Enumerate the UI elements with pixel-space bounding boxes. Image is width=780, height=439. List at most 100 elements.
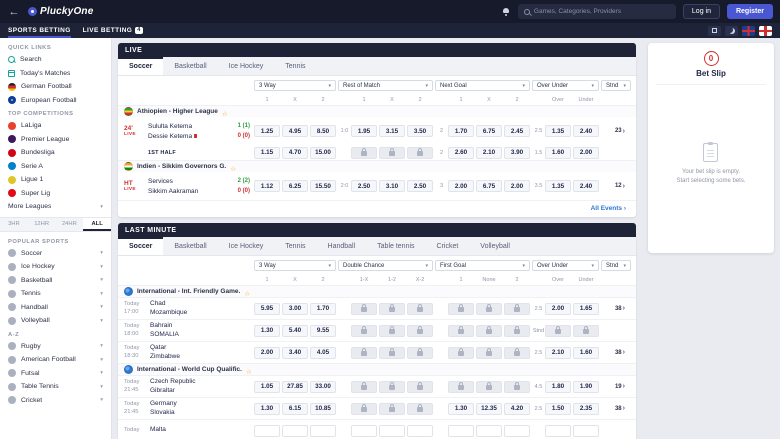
odds-button[interactable]: 1.60 xyxy=(545,147,571,159)
odds-button[interactable] xyxy=(504,425,530,437)
tab-soccer[interactable]: Soccer xyxy=(118,237,163,255)
sidebar-item-super-lig[interactable]: Super Lig xyxy=(0,187,111,201)
dark-mode-moon-icon[interactable] xyxy=(725,26,738,36)
sidebar-item-todays-matches[interactable]: Today's Matches xyxy=(0,67,111,81)
odds-button[interactable]: 10.85 xyxy=(310,403,336,415)
market-select-first-goal[interactable]: First Goal xyxy=(435,260,530,271)
tab-cricket[interactable]: Cricket xyxy=(426,237,470,255)
favorite-star-icon[interactable] xyxy=(244,283,250,301)
odds-button[interactable]: 2.40 xyxy=(573,180,599,192)
back-arrow-icon[interactable] xyxy=(7,6,21,18)
sidebar-item-table-tennis[interactable]: Table Tennis xyxy=(0,380,111,394)
odds-button[interactable]: 1.12 xyxy=(254,180,280,192)
odds-button[interactable] xyxy=(545,425,571,437)
sidebar-item-american-football[interactable]: American Football xyxy=(0,353,111,367)
more-markets-link[interactable]: 12 xyxy=(601,183,625,190)
favorite-star-icon[interactable] xyxy=(222,103,228,121)
filter-all[interactable]: ALL xyxy=(83,218,111,231)
odds-button[interactable]: 2.35 xyxy=(573,403,599,415)
tab-handball[interactable]: Handball xyxy=(317,237,367,255)
league-header[interactable]: International - Int. Friendly Game. xyxy=(118,285,636,297)
search-bar[interactable] xyxy=(518,4,676,19)
odds-button[interactable]: 3.90 xyxy=(504,147,530,159)
odds-button[interactable]: 1.05 xyxy=(254,381,280,393)
odds-button[interactable]: 9.55 xyxy=(310,325,336,337)
odds-button[interactable]: 4.70 xyxy=(282,147,308,159)
league-header[interactable]: International - World Cup Qualific. xyxy=(118,363,636,375)
odds-button[interactable]: 2.45 xyxy=(504,125,530,137)
sidebar-item-bundesliga[interactable]: Bundesliga xyxy=(0,146,111,160)
market-select-3way[interactable]: 3 Way xyxy=(254,260,336,271)
favorite-star-icon[interactable] xyxy=(230,158,236,176)
market-select-stnd[interactable]: Stnd xyxy=(601,260,631,271)
filter-3hr[interactable]: 3HR xyxy=(0,218,28,231)
market-select-over-under[interactable]: Over Under xyxy=(532,80,599,91)
odds-button[interactable]: 2.00 xyxy=(573,147,599,159)
odds-button[interactable]: 4.20 xyxy=(504,403,530,415)
odds-button[interactable]: 5.40 xyxy=(282,325,308,337)
odds-button[interactable]: 4.05 xyxy=(310,347,336,359)
odds-button[interactable]: 6.75 xyxy=(476,180,502,192)
odds-button[interactable]: 27.85 xyxy=(282,381,308,393)
odds-button[interactable]: 1.30 xyxy=(254,325,280,337)
match-teams[interactable]: Czech RepublicGibraltar xyxy=(150,378,254,396)
sidebar-item-volleyball[interactable]: Volleyball xyxy=(0,314,111,328)
odds-button[interactable]: 1.60 xyxy=(573,347,599,359)
odds-button[interactable]: 6.25 xyxy=(282,180,308,192)
tab-basketball[interactable]: Basketball xyxy=(163,57,217,75)
sidebar-item-cricket[interactable]: Cricket xyxy=(0,394,111,408)
odds-button[interactable]: 1.35 xyxy=(545,180,571,192)
odds-button[interactable]: 1.80 xyxy=(545,381,571,393)
odds-button[interactable]: 1.35 xyxy=(545,125,571,137)
tab-tennis[interactable]: Tennis xyxy=(274,57,316,75)
odds-button[interactable] xyxy=(282,425,308,437)
odds-button[interactable] xyxy=(448,425,474,437)
odds-button[interactable] xyxy=(379,425,405,437)
odds-button[interactable]: 1.70 xyxy=(310,303,336,315)
odds-button[interactable]: 1.50 xyxy=(545,403,571,415)
sidebar-item-rugby[interactable]: Rugby xyxy=(0,340,111,354)
market-select-double-chance[interactable]: Double Chance xyxy=(338,260,433,271)
more-markets-link[interactable]: 19 xyxy=(601,383,625,390)
login-button[interactable]: Log in xyxy=(683,4,720,19)
odds-button[interactable]: 6.15 xyxy=(282,403,308,415)
tab-ice-hockey[interactable]: Ice Hockey xyxy=(218,57,275,75)
odds-button[interactable] xyxy=(254,425,280,437)
match-teams[interactable]: QatarZimbabwe xyxy=(150,344,254,362)
odds-button[interactable] xyxy=(351,425,377,437)
sidebar-item-serie-a[interactable]: Serie A xyxy=(0,160,111,174)
odds-button[interactable]: 2.40 xyxy=(573,125,599,137)
tab-basketball[interactable]: Basketball xyxy=(163,237,217,255)
logo[interactable]: PluckyOne xyxy=(28,6,94,17)
register-button[interactable]: Register xyxy=(727,4,773,19)
sidebar-item-ligue-1[interactable]: Ligue 1 xyxy=(0,173,111,187)
market-select-over-under[interactable]: Over Under xyxy=(532,260,599,271)
odds-button[interactable]: 6.75 xyxy=(476,125,502,137)
sidebar-item-search[interactable]: Search xyxy=(0,53,111,67)
sidebar-item-ice-hockey[interactable]: Ice Hockey xyxy=(0,260,111,274)
odds-button[interactable]: 2.00 xyxy=(448,180,474,192)
odds-button[interactable]: 2.50 xyxy=(407,180,433,192)
market-select-3way[interactable]: 3 Way xyxy=(254,80,336,91)
odds-button[interactable]: 8.50 xyxy=(310,125,336,137)
favorite-star-icon[interactable] xyxy=(246,361,252,379)
filter-24hr[interactable]: 24HR xyxy=(56,218,84,231)
odds-button[interactable]: 3.50 xyxy=(407,125,433,137)
odds-button[interactable]: 12.35 xyxy=(476,403,502,415)
odds-button[interactable]: 1.70 xyxy=(448,125,474,137)
sidebar-item-futsal[interactable]: Futsal xyxy=(0,367,111,381)
sidebar-item-german-football[interactable]: German Football xyxy=(0,80,111,94)
market-select-rest-of-match[interactable]: Rest of Match xyxy=(338,80,433,91)
tab-sports-betting[interactable]: SPORTS BETTING xyxy=(8,23,71,38)
odds-button[interactable]: 1.95 xyxy=(351,125,377,137)
odds-button[interactable]: 4.95 xyxy=(282,125,308,137)
sidebar-item-more-leagues[interactable]: More Leagues xyxy=(0,200,111,214)
odds-button[interactable]: 2.50 xyxy=(351,180,377,192)
odds-button[interactable]: 2.00 xyxy=(504,180,530,192)
all-events-link[interactable]: All Events xyxy=(118,200,636,217)
match-teams[interactable]: Malta xyxy=(150,426,254,435)
odds-button[interactable]: 33.00 xyxy=(310,381,336,393)
odds-button[interactable]: 15.00 xyxy=(310,147,336,159)
odds-button[interactable]: 15.50 xyxy=(310,180,336,192)
sidebar-item-tennis[interactable]: Tennis xyxy=(0,287,111,301)
